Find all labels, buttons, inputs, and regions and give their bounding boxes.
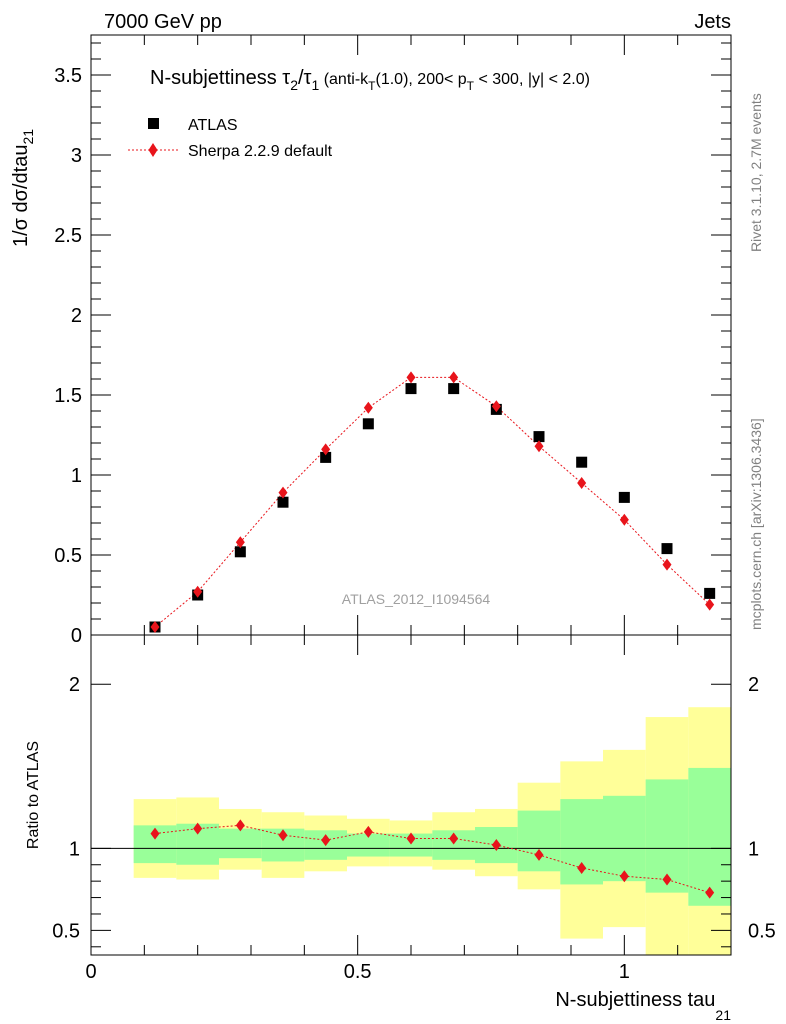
ratio-sherpa-point — [491, 839, 501, 852]
main-title: N-subjettiness τ2/τ1 (anti-kT(1.0), 200<… — [150, 67, 590, 93]
sherpa-point — [150, 621, 160, 633]
ratio-ytick-label-left: 1 — [69, 838, 80, 860]
main-axis-ticks — [90, 35, 732, 636]
sherpa-point — [449, 371, 459, 384]
ratio-inner-band — [347, 833, 390, 857]
title-sub1: 2 — [290, 77, 298, 93]
xtick-label: 1 — [619, 961, 630, 983]
legend-sherpa-label: Sherpa 2.2.9 default — [188, 143, 333, 160]
title-cut-sub2: T — [467, 79, 475, 93]
ratio-y-axis-label: Ratio to ATLAS — [25, 741, 42, 849]
ratio-sherpa-point — [193, 822, 203, 835]
sherpa-point — [406, 371, 416, 384]
ratio-sherpa-point — [449, 832, 459, 845]
sherpa-point — [235, 536, 245, 549]
sherpa-point — [193, 585, 203, 598]
main-y-axis-label-text: 1/σ dσ/dtau — [10, 145, 32, 248]
sherpa-point — [577, 477, 587, 489]
sherpa-point — [278, 486, 288, 499]
x-axis-label-text: N-subjettiness tau — [555, 989, 715, 1011]
ratio-inner-band — [603, 795, 646, 882]
ratio-ytick-label-right: 2 — [748, 674, 759, 696]
legend: ATLAS Sherpa 2.2.9 default — [128, 117, 333, 160]
ratio-sherpa-point — [534, 848, 544, 861]
ratio-sherpa-point — [619, 870, 629, 883]
ratio-sherpa-point — [662, 873, 672, 886]
title-cut1: (anti-k — [319, 71, 369, 88]
ratio-sherpa-point — [150, 827, 160, 840]
atlas-point — [405, 383, 417, 395]
ratio-plot-panel: 0.5 0.51 12 2 0 0.5 1 Ratio to ATLAS N-subjet… — [25, 634, 776, 1023]
main-ytick-label: 1 — [71, 465, 82, 487]
legend-atlas-marker — [148, 118, 159, 129]
atlas-point — [618, 491, 630, 503]
main-y-axis-label: 1/σ dσ/dtau21 — [10, 129, 36, 247]
ratio-inner-band — [389, 833, 433, 857]
title-cut3: < 300, |y| < 2.0) — [474, 71, 590, 88]
main-ytick-label: 2 — [71, 305, 82, 327]
analysis-watermark: ATLAS_2012_I1094564 — [342, 591, 491, 607]
main-ytick-label: 0.5 — [54, 545, 82, 567]
atlas-point — [576, 456, 588, 468]
title-cut2: (1.0), 200< p — [376, 71, 467, 88]
sherpa-point — [363, 401, 373, 414]
legend-atlas-label: ATLAS — [188, 117, 238, 134]
main-ytick-label: 2.5 — [54, 225, 82, 247]
main-plot-frame — [90, 34, 732, 636]
ratio-sherpa-point — [363, 825, 373, 838]
rivet-version-label: Rivet 3.1.10, 2.7M events — [748, 93, 764, 252]
header-left: 7000 GeV pp — [104, 11, 222, 33]
ratio-ytick-label-right: 1 — [748, 838, 759, 860]
title-cut-sub: T — [368, 79, 376, 93]
ratio-sherpa-point — [406, 832, 416, 845]
title-text: N-subjettiness τ — [150, 67, 290, 89]
atlas-point — [661, 543, 673, 555]
ratio-ytick-label-left: 0.5 — [52, 920, 80, 942]
ratio-inner-band — [219, 828, 262, 859]
ratio-sherpa-point — [321, 834, 331, 847]
main-y-axis-label-sub: 21 — [20, 129, 36, 145]
ratio-sherpa-point — [278, 829, 288, 842]
atlas-point — [277, 496, 289, 508]
ratio-sherpa-point — [705, 886, 715, 899]
atlas-point — [448, 383, 460, 395]
ratio-inner-band — [688, 767, 731, 906]
sherpa-curve — [154, 376, 711, 628]
xtick-label: 0 — [85, 961, 96, 983]
ratio-ytick-label-left: 2 — [69, 674, 80, 696]
ratio-sherpa-curve — [154, 824, 710, 894]
sherpa-point — [321, 443, 331, 456]
sherpa-point — [619, 513, 629, 526]
atlas-point — [533, 431, 545, 443]
atlas-point — [320, 451, 332, 463]
main-ytick-label: 3 — [71, 145, 82, 167]
main-ytick-label: 3.5 — [54, 65, 82, 87]
atlas-point — [234, 546, 246, 558]
ratio-axis-ticks — [90, 635, 732, 955]
sherpa-point — [705, 598, 715, 611]
mcplots-label: mcplots.cern.ch [arXiv:1306.3436] — [748, 418, 764, 630]
main-plot-panel: 00.511.522.533.5 N-subjettiness τ2/τ1 (a… — [10, 34, 732, 647]
header-right: Jets — [694, 11, 731, 33]
title-slash: /τ — [298, 67, 312, 89]
xtick-label: 0.5 — [344, 961, 372, 983]
sherpa-point — [662, 558, 672, 571]
ratio-sherpa-point — [577, 862, 587, 875]
sherpa-point — [491, 400, 501, 413]
x-axis-label: N-subjettiness tau21 — [555, 989, 731, 1023]
x-axis-label-sub: 21 — [715, 1007, 731, 1023]
main-ytick-label: 0 — [71, 625, 82, 647]
atlas-point — [704, 587, 716, 599]
ratio-ytick-label-right: 0.5 — [748, 920, 776, 942]
main-ytick-label: 1.5 — [54, 385, 82, 407]
legend-sherpa-marker — [148, 143, 158, 157]
title-sub2: 1 — [311, 77, 319, 93]
ratio-sherpa-point — [235, 819, 245, 832]
ratio-inner-band — [517, 810, 561, 872]
atlas-point — [362, 418, 374, 430]
sherpa-point — [534, 440, 544, 453]
